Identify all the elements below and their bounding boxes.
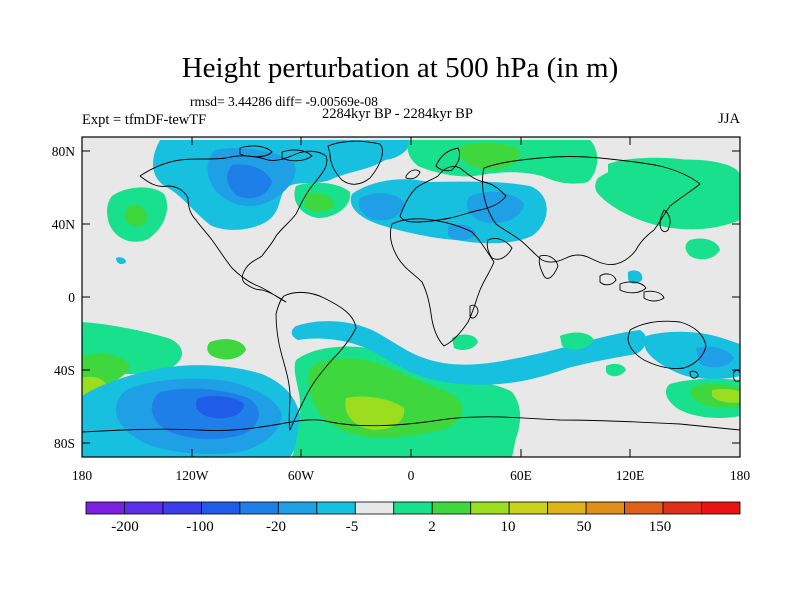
colorbar-swatch <box>393 501 433 515</box>
colorbar-swatch <box>85 501 125 515</box>
colorbar-label: -100 <box>186 519 214 535</box>
colorbar-swatch <box>162 501 202 515</box>
lat-label-80n: 80N <box>52 144 76 159</box>
colorbar-label: 2 <box>428 519 436 535</box>
coastlines <box>82 140 740 433</box>
lon-label-180w: 180 <box>72 468 93 483</box>
colorbar-swatch <box>431 501 472 515</box>
lon-label-120e: 120E <box>616 468 645 483</box>
colorbar-swatch <box>124 501 164 515</box>
lat-label-40n: 40N <box>52 217 76 232</box>
colorbar-swatch <box>547 501 587 515</box>
figure-title: Height perturbation at 500 hPa (in m) <box>181 52 619 84</box>
colorbar-labels: -200 -100 -20 -5 2 10 50 150 <box>111 519 671 535</box>
lat-label-equator: 0 <box>68 290 75 305</box>
colorbar-swatch <box>277 501 318 515</box>
colorbar-swatch <box>354 501 395 515</box>
lon-label-60e: 60E <box>510 468 532 483</box>
season-text: JJA <box>718 111 740 127</box>
colorbar-swatch <box>624 501 664 515</box>
lon-label-180e: 180 <box>730 468 751 483</box>
period-text: 2284kyr BP - 2284kyr BP <box>322 106 473 122</box>
contour-fills <box>82 140 740 457</box>
stats-text: rmsd= 3.44286 diff= -9.00569e-08 <box>190 94 378 109</box>
colorbar-label: -200 <box>111 519 139 535</box>
colorbar-swatch <box>316 501 356 515</box>
map-plot-area <box>82 137 740 457</box>
colorbar <box>85 501 741 515</box>
lat-label-80s: 80S <box>54 436 75 451</box>
lat-label-40s: 40S <box>54 363 75 378</box>
colorbar-label: 50 <box>577 519 592 535</box>
colorbar-label: 150 <box>649 519 672 535</box>
colorbar-swatch <box>470 501 510 515</box>
lon-label-60w: 60W <box>288 468 315 483</box>
colorbar-swatch <box>701 501 741 515</box>
colorbar-swatch <box>662 501 702 515</box>
colorbar-label: 10 <box>501 519 516 535</box>
lon-label-120w: 120W <box>176 468 209 483</box>
lon-label-0: 0 <box>408 468 415 483</box>
colorbar-label: -20 <box>266 519 286 535</box>
colorbar-label: -5 <box>346 519 359 535</box>
colorbar-swatch <box>585 501 625 515</box>
experiment-text: Expt = tfmDF-tewTF <box>82 112 207 128</box>
colorbar-swatch <box>508 501 549 515</box>
colorbar-swatch <box>201 501 241 515</box>
axis-ticks <box>81 136 741 457</box>
colorbar-swatch <box>239 501 279 515</box>
